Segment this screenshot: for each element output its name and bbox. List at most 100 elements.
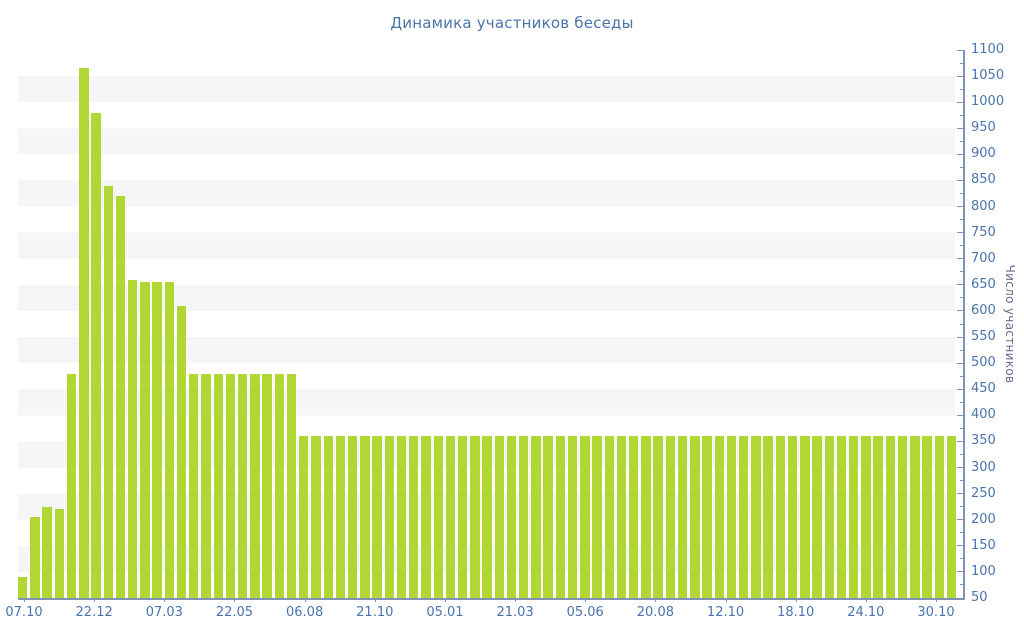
bar [482,436,492,598]
y-minor-tick [960,323,963,325]
y-minor-tick [960,453,963,455]
bar [787,436,798,598]
y-minor-tick [960,114,963,116]
y-minor-tick [960,506,963,508]
y-tick-label: 100 [971,564,996,580]
x-tick-label: 07.10 [5,605,43,620]
y-major-tick [957,467,963,469]
x-tick-label: 07.03 [145,605,183,620]
bar [79,68,89,598]
y-tick-label: 200 [971,511,996,527]
y-major-tick [957,519,963,521]
bar [592,436,602,598]
x-tick-label: 22.12 [75,605,113,620]
bar-series [18,50,959,598]
y-minor-tick [960,245,963,247]
y-minor-tick [960,62,963,64]
bar [18,577,28,598]
bar [323,436,333,598]
bar [152,282,162,598]
y-tick-label: 650 [971,277,996,293]
plot-area: 50 100 150 200 250 300 350 400 450 500 550 600 650 70… [5,43,1004,619]
y-tick-label: 50 [971,590,988,606]
bar [286,373,297,598]
y-major-tick [957,571,963,573]
bar [225,373,236,598]
y-minor-tick [960,88,963,90]
bar [519,436,529,598]
y-tick-label: 1050 [971,68,1005,84]
bar [164,282,175,598]
y-major-tick [957,206,963,208]
axis-ticks: 50 100 150 200 250 300 350 400 450 500 550 600 650 70… [5,43,1004,619]
y-minor-tick [960,271,963,273]
y-tick-label: 600 [971,303,996,319]
bar [751,436,761,598]
y-minor-tick [960,297,963,299]
bar [311,436,321,598]
x-tick [94,598,96,602]
bar [250,373,260,598]
y-major-tick [957,284,963,286]
bar [922,436,932,598]
y-major-tick [957,153,963,155]
x-tick-label: 18.10 [777,605,815,620]
x-tick [234,598,236,602]
bar [299,436,309,598]
bar [115,196,126,598]
bar [934,436,944,598]
y-tick-label: 900 [971,146,996,162]
bar [616,436,627,598]
bar [396,436,407,598]
y-minor-tick [960,166,963,168]
y-tick-label: 1100 [971,42,1005,58]
bar [189,373,199,598]
y-major-tick [957,101,963,103]
bar [714,436,724,598]
x-tick [795,598,797,602]
y-minor-tick [960,584,963,586]
x-tick [865,598,867,602]
y-tick-label: 700 [971,250,996,266]
bar [812,436,822,598]
bar [274,373,285,598]
y-tick-label: 350 [971,433,996,449]
x-tick-label: 24.10 [847,605,885,620]
bar [629,436,639,598]
x-tick-label: 22.05 [215,605,254,620]
bar [580,436,590,598]
y-axis-title: Число участников [1003,264,1017,384]
y-tick-label: 550 [971,329,996,345]
bar [861,436,871,598]
bar [140,282,150,598]
y-tick-label: 1000 [971,94,1005,110]
bar [66,373,77,598]
bar [726,436,737,598]
y-major-tick [957,179,963,181]
y-minor-tick [960,375,963,377]
x-tick-label: 21.10 [356,605,394,620]
y-minor-tick [960,401,963,403]
bar [739,436,749,598]
y-major-tick [957,440,963,442]
bar [824,436,834,598]
y-tick-label: 750 [971,224,996,240]
bar [421,436,431,598]
bar [176,305,187,598]
y-minor-tick [960,349,963,351]
bar [237,373,248,598]
bar [506,436,517,598]
y-minor-tick [960,219,963,221]
y-major-tick [957,49,963,51]
y-major-tick [957,310,963,312]
x-tick [374,598,376,602]
x-tick [585,598,587,602]
y-major-tick [957,414,963,416]
y-major-tick [957,597,963,599]
bar [103,185,113,598]
bar [384,436,395,598]
bar [641,436,651,598]
bar [201,373,211,598]
x-tick [24,598,25,602]
